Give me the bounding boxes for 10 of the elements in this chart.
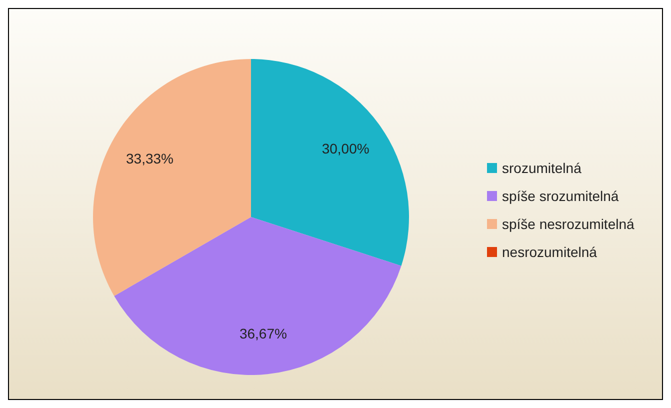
legend-label: nesrozumitelná <box>502 244 598 260</box>
pie-slice <box>93 59 251 296</box>
legend-label: spíše srozumitelná <box>502 188 619 204</box>
legend-label: spíše nesrozumitelná <box>502 216 635 232</box>
data-label: 30,00% <box>322 140 370 156</box>
legend-label: srozumitelná <box>502 160 582 176</box>
pie-slice <box>251 59 409 266</box>
data-label: 33,33% <box>126 150 174 167</box>
pie-slice <box>114 217 402 375</box>
data-label: 36,67% <box>239 325 287 342</box>
